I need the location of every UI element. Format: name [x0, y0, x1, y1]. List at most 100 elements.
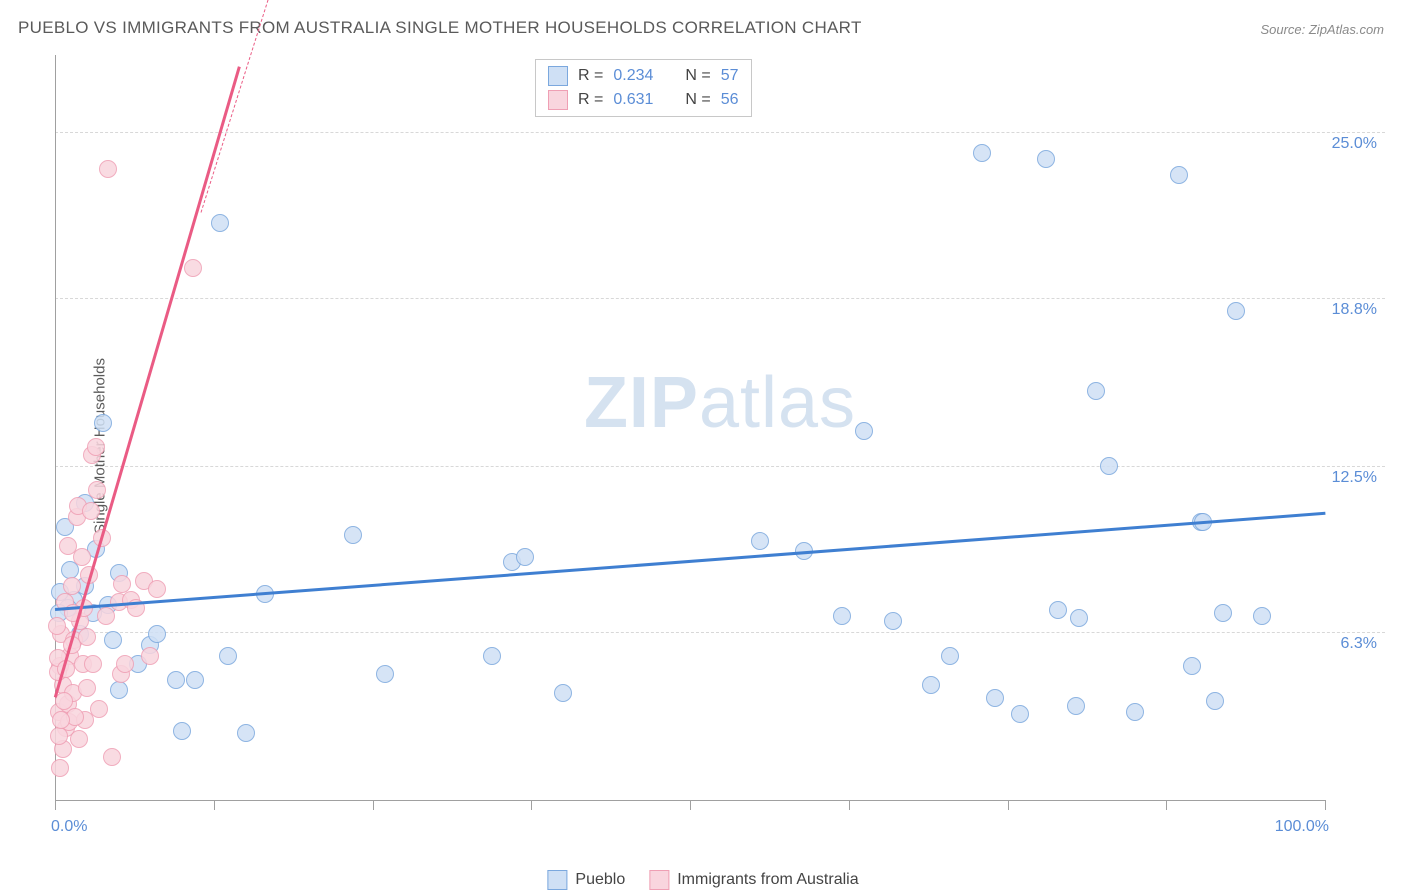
scatter-point: [82, 502, 100, 520]
scatter-point: [103, 748, 121, 766]
scatter-point: [70, 730, 88, 748]
scatter-point: [833, 607, 851, 625]
scatter-point: [941, 647, 959, 665]
scatter-point: [1070, 609, 1088, 627]
scatter-point: [50, 727, 68, 745]
scatter-point: [516, 548, 534, 566]
scatter-point: [52, 711, 70, 729]
watermark: ZIPatlas: [584, 362, 856, 444]
scatter-point: [344, 526, 362, 544]
chart-area: ZIPatlas 6.3%12.5%18.8%25.0%0.0%100.0% R…: [55, 55, 1385, 845]
x-tick: [214, 800, 215, 810]
scatter-point: [94, 414, 112, 432]
scatter-point: [63, 577, 81, 595]
x-tick: [1008, 800, 1009, 810]
y-tick-label: 18.8%: [1332, 301, 1377, 319]
scatter-point: [1206, 692, 1224, 710]
scatter-point: [922, 676, 940, 694]
scatter-point: [116, 655, 134, 673]
scatter-point: [211, 214, 229, 232]
scatter-point: [184, 259, 202, 277]
scatter-point: [173, 722, 191, 740]
scatter-point: [1011, 705, 1029, 723]
legend-r-label: R =: [578, 67, 603, 85]
scatter-point: [141, 647, 159, 665]
scatter-point: [167, 671, 185, 689]
scatter-point: [73, 548, 91, 566]
legend-r-label: R =: [578, 91, 603, 109]
scatter-point: [48, 617, 66, 635]
scatter-point: [1214, 604, 1232, 622]
chart-title: PUEBLO VS IMMIGRANTS FROM AUSTRALIA SING…: [18, 18, 862, 38]
y-tick-label: 25.0%: [1332, 135, 1377, 153]
scatter-point: [1183, 657, 1201, 675]
legend-label: Pueblo: [575, 871, 625, 889]
scatter-point: [99, 160, 117, 178]
scatter-point: [376, 665, 394, 683]
scatter-point: [78, 679, 96, 697]
scatter-point: [237, 724, 255, 742]
legend-r-value: 0.234: [613, 67, 653, 85]
legend-item: Pueblo: [547, 870, 625, 890]
legend-n-label: N =: [685, 67, 710, 85]
scatter-point: [1067, 697, 1085, 715]
scatter-point: [219, 647, 237, 665]
scatter-point: [88, 481, 106, 499]
scatter-point: [855, 422, 873, 440]
scatter-point: [84, 655, 102, 673]
scatter-point: [483, 647, 501, 665]
scatter-point: [751, 532, 769, 550]
scatter-point: [1087, 382, 1105, 400]
scatter-point: [110, 681, 128, 699]
gridline-horizontal: [55, 132, 1385, 133]
legend-row: R = 0.631 N = 56: [548, 90, 739, 110]
legend-row: R = 0.234 N = 57: [548, 66, 739, 86]
x-tick: [1166, 800, 1167, 810]
scatter-point: [884, 612, 902, 630]
scatter-point: [1126, 703, 1144, 721]
legend-swatch: [548, 66, 568, 86]
x-tick: [690, 800, 691, 810]
scatter-point: [148, 580, 166, 598]
x-tick: [55, 800, 56, 810]
scatter-point: [1253, 607, 1271, 625]
scatter-point: [1037, 150, 1055, 168]
scatter-point: [186, 671, 204, 689]
scatter-point: [87, 438, 105, 456]
series-legend: Pueblo Immigrants from Australia: [547, 870, 858, 890]
scatter-point: [1049, 601, 1067, 619]
source-attribution: Source: ZipAtlas.com: [1260, 22, 1384, 37]
scatter-point: [148, 625, 166, 643]
scatter-point: [1170, 166, 1188, 184]
scatter-point: [554, 684, 572, 702]
y-tick-label: 6.3%: [1341, 635, 1377, 653]
x-tick: [531, 800, 532, 810]
scatter-point: [55, 692, 73, 710]
scatter-point: [1227, 302, 1245, 320]
scatter-point: [973, 144, 991, 162]
legend-swatch: [649, 870, 669, 890]
legend-n-label: N =: [685, 91, 710, 109]
gridline-horizontal: [55, 632, 1385, 633]
x-tick: [373, 800, 374, 810]
legend-n-value: 56: [721, 91, 739, 109]
gridline-horizontal: [55, 466, 1385, 467]
x-tick-label: 0.0%: [51, 818, 87, 836]
scatter-point: [986, 689, 1004, 707]
gridline-horizontal: [55, 298, 1385, 299]
x-tick-label: 100.0%: [1275, 818, 1329, 836]
x-tick: [1325, 800, 1326, 810]
legend-label: Immigrants from Australia: [677, 871, 858, 889]
scatter-point: [104, 631, 122, 649]
y-tick-label: 12.5%: [1332, 469, 1377, 487]
legend-swatch: [548, 90, 568, 110]
legend-r-value: 0.631: [613, 91, 653, 109]
x-tick: [849, 800, 850, 810]
legend-n-value: 57: [721, 67, 739, 85]
plot-region: ZIPatlas 6.3%12.5%18.8%25.0%0.0%100.0%: [55, 55, 1385, 845]
correlation-legend: R = 0.234 N = 57 R = 0.631 N = 56: [535, 59, 752, 117]
scatter-point: [1100, 457, 1118, 475]
legend-item: Immigrants from Australia: [649, 870, 858, 890]
legend-swatch: [547, 870, 567, 890]
scatter-point: [51, 759, 69, 777]
